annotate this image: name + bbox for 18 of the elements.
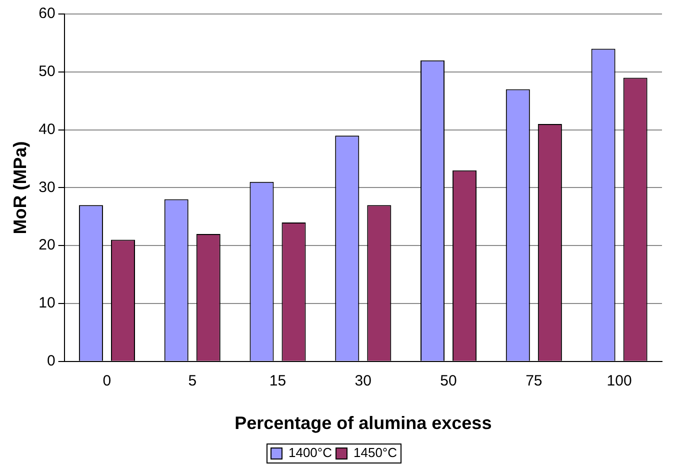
- y-axis-title: MoR (MPa): [10, 141, 30, 234]
- y-tick-label: 20: [38, 236, 56, 254]
- x-tick-label: 30: [354, 372, 372, 390]
- y-tick-label: 50: [38, 63, 56, 80]
- x-tick-label: 75: [526, 372, 542, 390]
- y-tick-label: 40: [38, 120, 56, 138]
- y-tick-label: 0: [46, 352, 56, 370]
- y-tick-label: 30: [38, 178, 56, 196]
- y-tick-label: 10: [38, 294, 56, 312]
- x-tick-label: 5: [188, 372, 197, 390]
- x-tick-label: 15: [269, 372, 286, 390]
- x-axis-title: Percentage of alumina excess: [234, 413, 492, 434]
- x-tick-label: 0: [102, 372, 112, 390]
- y-tick-label: 60: [38, 5, 56, 22]
- x-tick-label: 100: [606, 372, 632, 390]
- x-tick-label: 50: [440, 372, 457, 390]
- legend-label: 1450°C: [354, 445, 398, 460]
- legend-label: 1400°C: [288, 445, 332, 460]
